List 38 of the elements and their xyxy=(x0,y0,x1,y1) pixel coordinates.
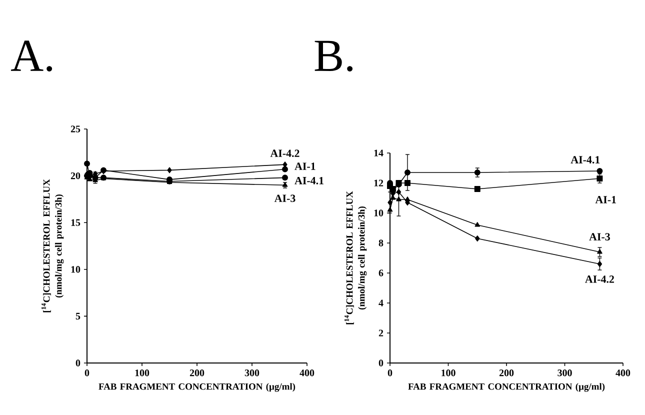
x-tick-label: 400 xyxy=(300,370,314,376)
x-tick-label: 300 xyxy=(558,370,572,376)
series-label: AI-1 xyxy=(595,196,616,204)
y-tick-label: 6 xyxy=(378,270,384,276)
series-label: AI-4.1 xyxy=(570,156,600,164)
series-label: AI-4.2 xyxy=(585,276,614,283)
series-label: AI-3 xyxy=(274,194,296,202)
chart-title: A. xyxy=(10,40,52,72)
y-tick-label: 5 xyxy=(76,312,80,320)
y-tick-label: 15 xyxy=(71,219,80,226)
series-label: AI-4.2 xyxy=(270,150,300,158)
y-tick-label: 0 xyxy=(76,360,80,366)
x-tick-label: 0 xyxy=(84,370,90,376)
y-tick-label: 12 xyxy=(374,180,384,186)
y-axis-title: [$^{14}$C]CHOLESTEROL EFFLUX (nmol/mg cell protein/3h) xyxy=(344,191,367,324)
x-axis-title: FAB FRAGMENT CONCENTRATION (µg/ml) xyxy=(98,383,296,392)
chart-title: B. xyxy=(314,40,353,72)
y-tick-label: 10 xyxy=(71,266,80,273)
x-tick-label: 100 xyxy=(442,370,456,376)
x-tick-label: 200 xyxy=(190,370,204,376)
series-label: AI-1 xyxy=(294,162,316,170)
series-label: AI-3 xyxy=(589,233,610,240)
y-tick-label: 8 xyxy=(378,240,384,246)
x-axis-title: FAB FRAGMENT CONCENTRATION (µg/ml) xyxy=(408,383,605,392)
y-tick-label: 25 xyxy=(70,126,80,132)
x-tick-label: 200 xyxy=(499,370,514,376)
y-tick-label: 20 xyxy=(70,172,80,180)
y-tick-label: 4 xyxy=(378,300,384,306)
y-tick-label: 2 xyxy=(378,330,384,336)
y-axis-title: [$^{14}$C]CHOLESTEROL EFFLUX (nmol/mg cell protein/3h) xyxy=(41,179,64,312)
x-tick-label: 400 xyxy=(616,370,630,376)
x-tick-label: 100 xyxy=(135,370,150,376)
y-tick-label: 0 xyxy=(378,360,384,366)
y-tick-label: 14 xyxy=(374,150,384,156)
x-tick-label: 300 xyxy=(244,370,260,376)
y-tick-label: 10 xyxy=(374,210,384,216)
series-label: AI-4.1 xyxy=(294,176,324,184)
x-tick-label: 0 xyxy=(388,370,392,376)
